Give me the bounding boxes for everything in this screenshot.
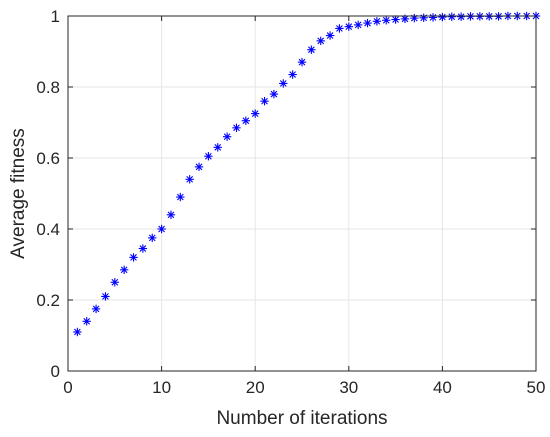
- x-tick-label: 30: [339, 378, 358, 397]
- data-point: [73, 327, 82, 337]
- data-point: [260, 97, 269, 106]
- grid-lines: [67, 15, 537, 372]
- y-tick-label: 0.6: [36, 149, 60, 168]
- data-point: [372, 17, 382, 26]
- data-point: [428, 13, 438, 22]
- data-point: [204, 152, 213, 161]
- data-point: [129, 253, 138, 262]
- data-point: [335, 24, 344, 33]
- data-point: [391, 15, 400, 24]
- data-point: [232, 123, 241, 133]
- data-point: [297, 57, 307, 67]
- x-tick-label: 0: [63, 378, 72, 397]
- data-point: [241, 116, 251, 125]
- x-tick-label: 50: [527, 378, 546, 397]
- x-tick-label: 40: [433, 378, 452, 397]
- tick-labels: 0 10 20 30 40 50 0 0.2 0.4 0.6 0.8 1: [36, 7, 545, 397]
- data-point: [157, 224, 166, 234]
- data-point: [400, 14, 410, 24]
- data-point: [166, 210, 176, 219]
- data-point: [222, 132, 232, 141]
- data-point: [447, 12, 456, 21]
- y-tick-label: 0.2: [36, 291, 60, 310]
- data-points: [73, 11, 541, 337]
- data-point: [438, 12, 447, 22]
- y-tick-label: 0.4: [36, 220, 60, 239]
- data-point: [148, 233, 157, 243]
- data-point: [353, 20, 363, 30]
- data-point: [316, 36, 325, 46]
- x-tick-label: 20: [246, 378, 265, 397]
- data-point: [251, 109, 260, 118]
- data-point: [288, 70, 297, 79]
- data-point: [138, 244, 148, 253]
- data-point: [185, 175, 194, 184]
- plot-box: [67, 15, 537, 372]
- data-point: [194, 162, 204, 172]
- data-point: [269, 89, 279, 99]
- data-point: [344, 22, 353, 31]
- data-point: [110, 278, 119, 287]
- plot-area: [68, 16, 536, 371]
- data-point: [101, 292, 110, 301]
- x-axis-label: Number of iterations: [216, 408, 387, 429]
- data-point: [279, 79, 288, 88]
- data-point: [176, 192, 185, 202]
- data-point: [410, 13, 419, 23]
- data-point: [363, 18, 372, 28]
- y-tick-label: 1: [51, 7, 60, 26]
- y-tick-label: 0: [51, 362, 60, 381]
- data-point: [307, 45, 316, 54]
- data-point: [456, 12, 466, 21]
- x-tick-label: 10: [152, 378, 171, 397]
- data-point: [382, 16, 391, 25]
- data-point: [82, 317, 91, 326]
- data-point: [119, 265, 129, 275]
- y-tick-label: 0.8: [36, 78, 60, 97]
- data-point: [213, 143, 222, 152]
- data-point: [91, 304, 101, 314]
- data-point: [419, 13, 428, 22]
- data-point: [325, 31, 335, 40]
- y-axis-label: Average fitness: [8, 128, 29, 259]
